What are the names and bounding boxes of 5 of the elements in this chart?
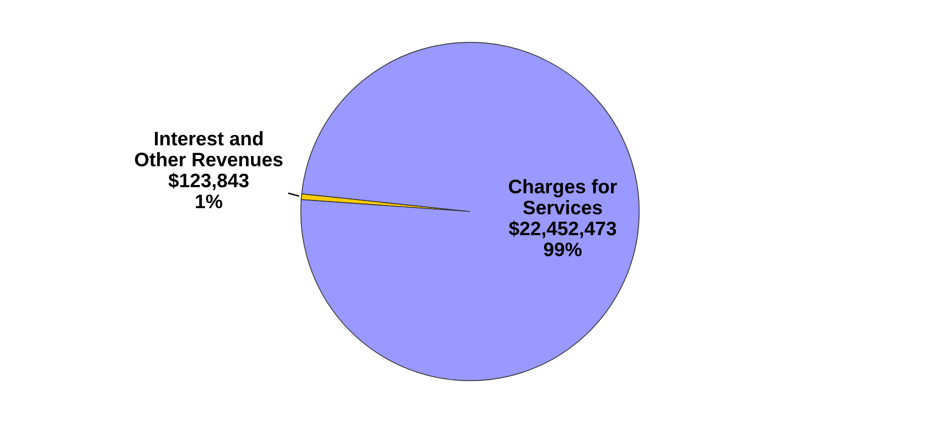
- data-label: $22,452,473 99%: [508, 220, 616, 256]
- slice-label: Charges for Services: [508, 179, 617, 214]
- pie-slice: [300, 42, 640, 382]
- slice-label: Interest and Other Revenues: [134, 131, 283, 166]
- data-label: $123,843 1%: [168, 172, 249, 208]
